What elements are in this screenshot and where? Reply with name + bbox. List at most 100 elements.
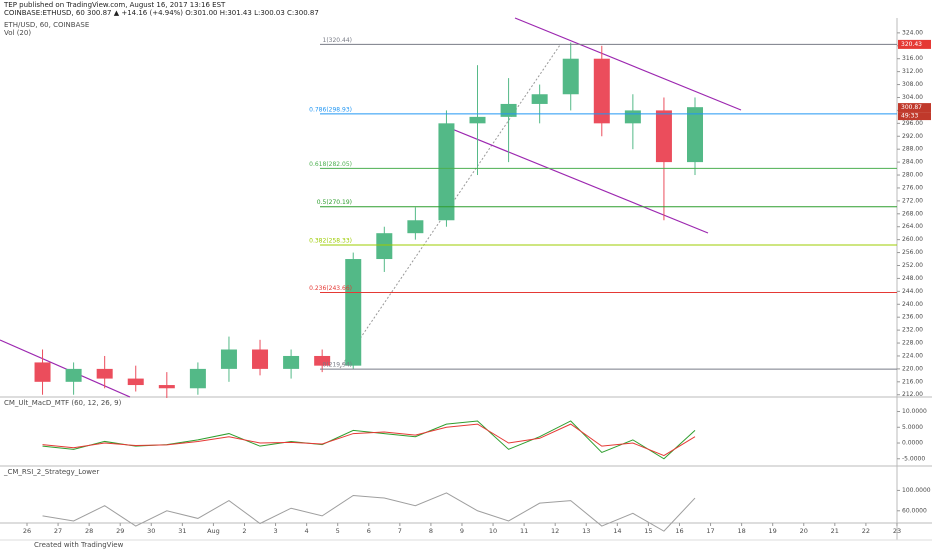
volume-label: Vol (20) (4, 29, 31, 37)
y-tick-label: 220.00 (902, 365, 923, 372)
indicator-line (42, 423, 696, 457)
x-tick-label: 17 (706, 527, 714, 535)
x-tick-label: 14 (613, 527, 621, 535)
y-tick-label: 296.00 (902, 120, 923, 127)
candle-body (252, 349, 269, 369)
candle-body (34, 362, 51, 382)
candle-body (500, 103, 517, 117)
x-tick-label: 30 (147, 527, 155, 535)
x-tick-label: 19 (769, 527, 777, 535)
fib-label: 0.786(298.93) (309, 106, 352, 113)
channel-upper (514, 17, 742, 111)
x-tick-label: 22 (862, 527, 870, 535)
x-tick-label: 8 (429, 527, 433, 535)
candle-body (655, 110, 672, 163)
y-tick-label: 236.00 (902, 314, 923, 321)
price-badge (898, 39, 931, 49)
x-tick-label: 21 (831, 527, 839, 535)
x-tick-label: 26 (23, 527, 31, 535)
y-tick-label: 308.00 (902, 81, 923, 88)
x-tick-label: 28 (85, 527, 93, 535)
x-tick-label: 12 (551, 527, 559, 535)
footer: Created with TradingView (34, 541, 124, 549)
candle-body (127, 378, 144, 386)
y-tick-label: 248.00 (902, 275, 923, 282)
y-tick-label: 252.00 (902, 262, 923, 269)
y-tick-label: 304.00 (902, 94, 923, 101)
y-tick-label: 264.00 (902, 223, 923, 230)
x-tick-label: Aug (207, 527, 220, 535)
candle-body (314, 355, 331, 366)
rsi-title: _CM_RSI_2_Strategy_Lower (3, 468, 99, 476)
candle-body (189, 368, 206, 389)
x-tick-label: 4 (305, 527, 309, 535)
old-trendline (0, 339, 131, 398)
candle-body (562, 58, 579, 95)
x-tick-label: 3 (273, 527, 277, 535)
y-tick-label: 212.00 (902, 391, 923, 398)
fib-trend (339, 44, 561, 369)
x-tick-label: 16 (675, 527, 683, 535)
y-tick-label: 232.00 (902, 327, 923, 334)
x-tick-label: 10 (489, 527, 497, 535)
publisher: TEP published on TradingView.com, August… (3, 1, 226, 9)
indicator-line (42, 492, 696, 532)
channel-lower (446, 126, 709, 234)
candle-body (65, 368, 82, 382)
x-tick-label: 11 (520, 527, 528, 535)
y-tick-label: 280.00 (902, 172, 923, 179)
x-tick-label: 9 (460, 527, 464, 535)
y-tick-label: 292.00 (902, 133, 923, 140)
price-badge-label: 320.43 (901, 41, 922, 48)
y-tick-label: 228.00 (902, 340, 923, 347)
y-tick-label: 324.00 (902, 29, 923, 36)
price-badge-label: 300.87 (901, 104, 922, 111)
candle-body (531, 94, 548, 104)
y-tick-label: 288.00 (902, 146, 923, 153)
countdown: 49:33 (901, 113, 918, 120)
y-tick-label: 0.0000 (902, 440, 923, 447)
x-tick-label: 27 (54, 527, 62, 535)
fib-label: 0.236(243.66) (309, 285, 352, 292)
x-tick-label: 13 (582, 527, 590, 535)
y-tick-label: 260.00 (902, 236, 923, 243)
quote: COINBASE:ETHUSD, 60 300.87 ▲ +14.16 (+4.… (4, 9, 319, 17)
candle-body (158, 385, 175, 389)
candle-body (220, 349, 237, 369)
y-tick-label: 316.00 (902, 55, 923, 62)
candle-body (96, 368, 113, 379)
candle-body (376, 233, 393, 260)
pane-title: ETH/USD, 60, COINBASE (4, 21, 89, 29)
y-tick-label: 244.00 (902, 288, 923, 295)
candle-body (407, 220, 424, 234)
y-tick-label: 276.00 (902, 184, 923, 191)
price-badge (898, 103, 931, 113)
macd-title: CM_Ult_MacD_MTF (60, 12, 26, 9) (4, 399, 122, 407)
y-tick-label: 268.00 (902, 210, 923, 217)
y-tick-label: 312.00 (902, 68, 923, 75)
x-tick-label: 7 (398, 527, 402, 535)
y-tick-label: 10.0000 (902, 408, 927, 415)
x-tick-label: 20 (800, 527, 808, 535)
x-tick-label: 18 (737, 527, 745, 535)
x-tick-label: 6 (367, 527, 371, 535)
y-tick-label: 272.00 (902, 197, 923, 204)
x-tick-label: 15 (644, 527, 652, 535)
candle-body (624, 110, 641, 124)
y-tick-label: 60.0000 (902, 507, 927, 514)
y-tick-label: 224.00 (902, 352, 923, 359)
fib-label: 0(219.94) (323, 362, 353, 369)
countdown-badge (898, 112, 931, 121)
x-tick-label: 23 (893, 527, 901, 535)
candle-body (593, 58, 610, 124)
fib-label: 1(320.44) (323, 37, 353, 44)
y-tick-label: 5.0000 (902, 424, 923, 431)
fib-label: 0.5(270.19) (317, 199, 352, 206)
x-tick-label: 2 (242, 527, 246, 535)
y-tick-label: 240.00 (902, 301, 923, 308)
candle-body (469, 116, 486, 124)
y-tick-label: 100.0000 (902, 487, 931, 494)
x-tick-label: 29 (116, 527, 124, 535)
